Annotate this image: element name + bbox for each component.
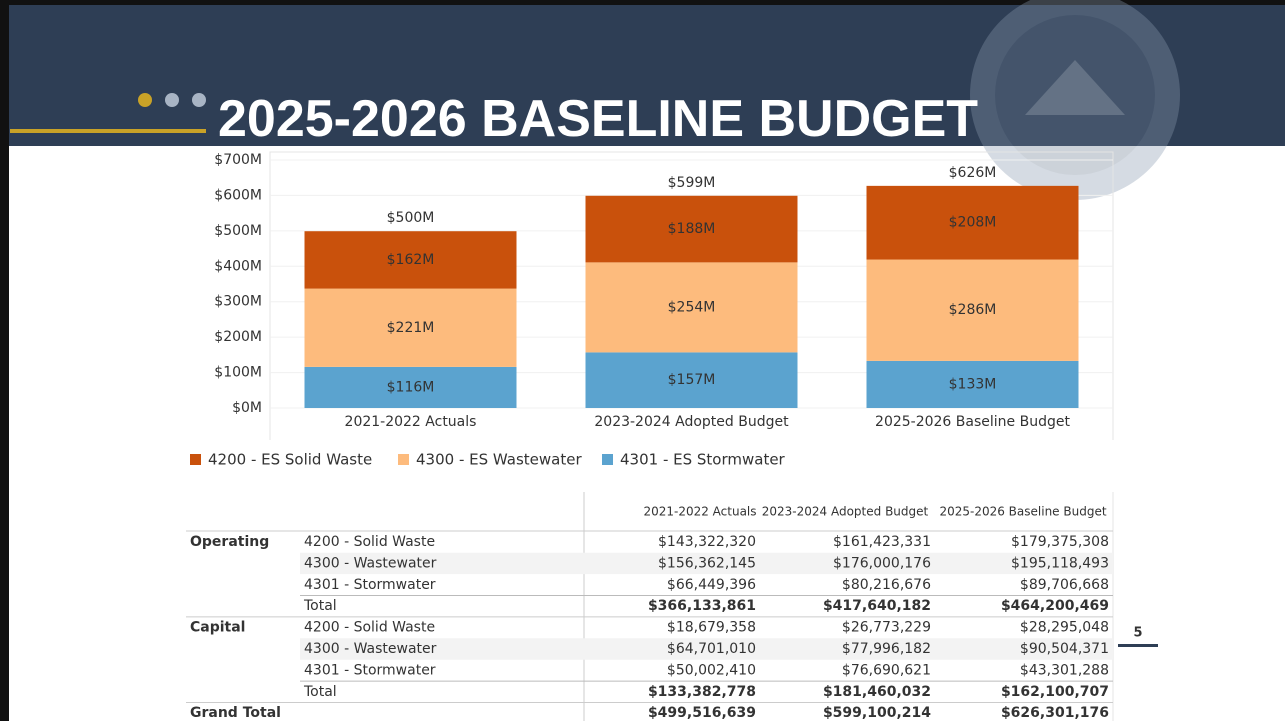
cell: $143,322,320 bbox=[658, 534, 756, 550]
legend-swatch bbox=[398, 454, 409, 465]
data-label: $162M bbox=[387, 252, 435, 268]
cell: $133,382,778 bbox=[648, 684, 756, 700]
group-label: Capital bbox=[190, 620, 245, 636]
data-label: $208M bbox=[949, 215, 997, 231]
cell: $179,375,308 bbox=[1011, 534, 1109, 550]
header-band bbox=[0, 0, 1285, 146]
dot bbox=[165, 93, 179, 107]
cell: $50,002,410 bbox=[667, 662, 756, 678]
bar-segment bbox=[304, 288, 517, 367]
data-label: $286M bbox=[949, 302, 997, 318]
legend-swatch bbox=[190, 454, 201, 465]
data-label: $133M bbox=[949, 376, 997, 392]
cell: $76,690,621 bbox=[842, 662, 931, 678]
cell: $161,423,331 bbox=[833, 534, 931, 550]
cell: $18,679,358 bbox=[667, 620, 756, 636]
legend-swatch bbox=[602, 454, 613, 465]
column-header: 2023-2024 Adopted Budget bbox=[762, 505, 929, 519]
bar-segment bbox=[866, 360, 1079, 408]
cell: $66,449,396 bbox=[667, 577, 756, 593]
bar-segment bbox=[304, 231, 517, 289]
cell: $43,301,288 bbox=[1020, 662, 1109, 678]
data-label: $254M bbox=[668, 299, 716, 315]
cell: $181,460,032 bbox=[823, 684, 931, 700]
cell: $28,295,048 bbox=[1020, 620, 1109, 636]
cell: $90,504,371 bbox=[1020, 641, 1109, 657]
row-shade bbox=[300, 552, 1113, 575]
grand-total-cell: $599,100,214 bbox=[823, 705, 931, 721]
total-label: $626M bbox=[949, 165, 997, 181]
y-tick-label: $100M bbox=[214, 365, 262, 381]
slide-title: 2025-2026 BASELINE BUDGET bbox=[218, 90, 978, 148]
group-label: Operating bbox=[190, 534, 269, 550]
data-label: $157M bbox=[668, 372, 716, 388]
cell: $366,133,861 bbox=[648, 598, 756, 614]
data-label: $116M bbox=[387, 379, 435, 395]
bar-segment bbox=[866, 185, 1079, 260]
y-tick-label: $200M bbox=[214, 329, 262, 345]
cell: $156,362,145 bbox=[658, 555, 756, 571]
row-label: Total bbox=[303, 598, 337, 614]
grand-total-label: Grand Total bbox=[190, 705, 281, 721]
bar-segment bbox=[304, 366, 517, 408]
y-tick-label: $0M bbox=[232, 400, 262, 416]
row-label: 4301 - Stormwater bbox=[304, 577, 436, 593]
x-tick-label: 2023-2024 Adopted Budget bbox=[594, 414, 789, 430]
bar-segment bbox=[585, 195, 798, 263]
total-label: $599M bbox=[668, 175, 716, 191]
page-rule bbox=[1118, 644, 1158, 647]
grand-total-cell: $499,516,639 bbox=[648, 705, 756, 721]
total-label: $500M bbox=[387, 210, 435, 226]
city-seal bbox=[970, 0, 1180, 200]
row-label: Total bbox=[303, 684, 337, 700]
header-rule bbox=[10, 129, 206, 133]
legend-label: 4301 - ES Stormwater bbox=[620, 451, 786, 469]
row-label: 4300 - Wastewater bbox=[304, 641, 437, 657]
y-tick-label: $400M bbox=[214, 258, 262, 274]
grand-total-cell: $626,301,176 bbox=[1001, 705, 1109, 721]
bar-segment bbox=[585, 262, 798, 353]
cell: $176,000,176 bbox=[833, 555, 931, 571]
page-number: 5 bbox=[1133, 626, 1142, 641]
row-label: 4200 - Solid Waste bbox=[304, 534, 435, 550]
cell: $80,216,676 bbox=[842, 577, 931, 593]
column-header: 2025-2026 Baseline Budget bbox=[939, 505, 1106, 519]
x-tick-label: 2025-2026 Baseline Budget bbox=[875, 414, 1070, 430]
data-label: $221M bbox=[387, 320, 435, 336]
dot bbox=[192, 93, 206, 107]
y-tick-label: $700M bbox=[214, 152, 262, 168]
cell: $464,200,469 bbox=[1001, 598, 1109, 614]
cell: $89,706,668 bbox=[1020, 577, 1109, 593]
cell: $195,118,493 bbox=[1011, 555, 1109, 571]
cell: $77,996,182 bbox=[842, 641, 931, 657]
cell: $26,773,229 bbox=[842, 620, 931, 636]
row-shade bbox=[300, 638, 1113, 660]
column-header: 2021-2022 Actuals bbox=[643, 505, 756, 519]
bar-segment bbox=[866, 259, 1079, 361]
row-label: 4301 - Stormwater bbox=[304, 662, 436, 678]
cell: $417,640,182 bbox=[823, 598, 931, 614]
left-edge bbox=[0, 0, 9, 721]
row-label: 4200 - Solid Waste bbox=[304, 620, 435, 636]
row-label: 4300 - Wastewater bbox=[304, 555, 437, 571]
y-tick-label: $300M bbox=[214, 294, 262, 310]
x-tick-label: 2021-2022 Actuals bbox=[345, 414, 477, 430]
y-tick-label: $500M bbox=[214, 223, 262, 239]
legend-label: 4300 - ES Wastewater bbox=[416, 451, 582, 469]
y-tick-label: $600M bbox=[214, 187, 262, 203]
top-edge bbox=[0, 0, 1285, 5]
legend-label: 4200 - ES Solid Waste bbox=[208, 451, 372, 469]
dot bbox=[138, 93, 152, 107]
cell: $64,701,010 bbox=[667, 641, 756, 657]
bar-segment bbox=[585, 352, 798, 408]
cell: $162,100,707 bbox=[1001, 684, 1109, 700]
data-label: $188M bbox=[668, 221, 716, 237]
